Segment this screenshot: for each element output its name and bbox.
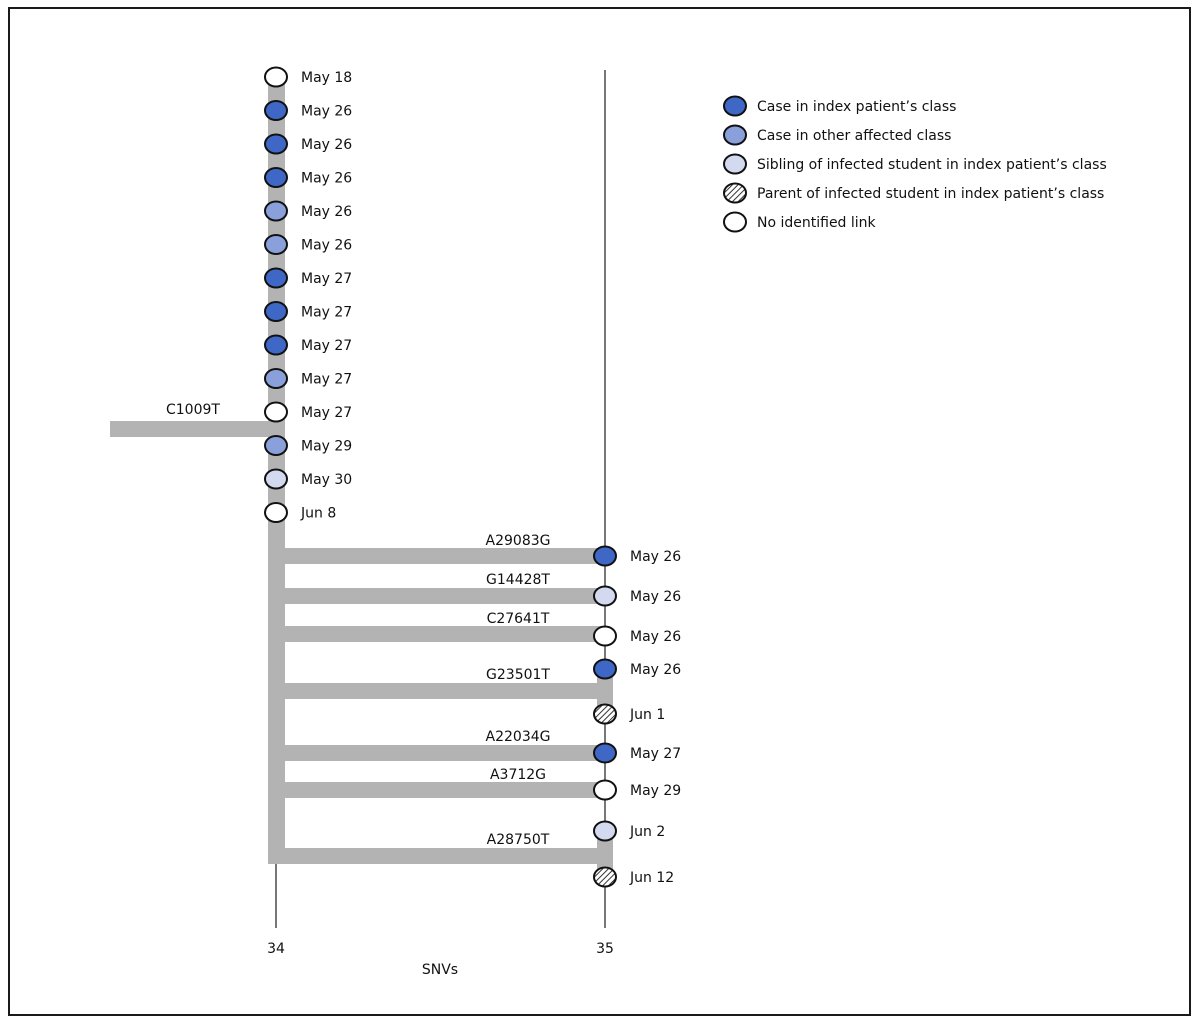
legend: Case in index patient’s class Case in oth… (723, 95, 1107, 233)
x-tick-35: 35 (596, 941, 614, 957)
legend-swatch-sibling (723, 153, 747, 175)
sample-date-label: May 26 (630, 589, 681, 605)
branch-bar-A29083G (276, 548, 606, 564)
sample-node-no-link (264, 401, 288, 423)
sample-date-label: May 29 (301, 439, 352, 455)
branch-bar-G14428T (276, 588, 606, 604)
sample-node-no-link (593, 625, 617, 647)
branch-junction (597, 669, 613, 714)
sample-date-label: May 30 (301, 472, 352, 488)
legend-swatch-other-class (723, 124, 747, 146)
branch-bar-A3712G (276, 782, 606, 798)
trunk-extension (268, 548, 285, 864)
sample-node-sibling (593, 820, 617, 842)
root-branch-bar (110, 421, 285, 437)
sample-node-sibling (264, 468, 288, 490)
sample-node-other-class (264, 435, 288, 456)
sample-node-parent (593, 703, 617, 725)
sample-date-label: May 27 (301, 271, 352, 287)
sample-date-label: May 26 (630, 629, 681, 645)
sample-node-index-class (264, 167, 288, 188)
mutation-label: A29083G (486, 533, 551, 549)
branch-bar-C27641T (276, 626, 606, 642)
sample-date-label: May 27 (301, 338, 352, 354)
branch-bar-A22034G (276, 745, 606, 761)
legend-label: No identified link (757, 215, 877, 231)
sample-date-label: May 26 (630, 662, 681, 678)
sample-date-label: May 26 (301, 238, 352, 254)
sample-node-sibling (593, 585, 617, 607)
sample-node-parent (593, 866, 617, 888)
x-tick-34: 34 (267, 941, 285, 957)
sample-date-label: May 26 (301, 204, 352, 220)
sample-date-label: May 26 (630, 549, 681, 565)
sample-date-label: May 29 (630, 783, 681, 799)
sample-node-index-class (264, 301, 288, 322)
sample-node-index-class (593, 545, 617, 567)
mutation-label: A22034G (486, 729, 551, 745)
mutation-label: A3712G (490, 767, 546, 783)
branches-35 (268, 548, 613, 877)
sample-node-index-class (593, 658, 617, 680)
legend-swatch-parent (723, 182, 747, 204)
cluster-35-nodes: May 26 May 26 May 26 May 26 Jun 1 May 27 May 2… (593, 545, 681, 888)
x-axis-label: SNVs (422, 962, 458, 978)
sample-node-other-class (264, 234, 288, 255)
legend-label: Parent of infected student in index pati… (757, 186, 1104, 202)
sample-date-label: Jun 8 (300, 506, 336, 522)
legend-label: Sibling of infected student in index pat… (757, 157, 1107, 173)
legend-swatch-no-link (723, 211, 747, 233)
mutation-labels: A29083G G14428T C27641T G23501T A22034G A3712… (486, 533, 551, 848)
sample-date-label: Jun 2 (629, 824, 665, 840)
sample-node-index-class (264, 334, 288, 356)
sample-node-index-class (264, 133, 288, 155)
sample-date-label: Jun 1 (629, 707, 665, 723)
sample-node-no-link (593, 779, 617, 801)
mutation-label: G23501T (486, 667, 550, 683)
cluster-34-nodes: May 18 May 26 May 26 May 26 May 26 May 26 May … (264, 66, 352, 523)
mutation-label: A28750T (487, 832, 550, 848)
sample-date-label: May 27 (301, 372, 352, 388)
branch-bar-A28750T (276, 848, 606, 864)
legend-label: Case in other affected class (757, 128, 951, 144)
sample-node-other-class (264, 368, 288, 389)
sample-node-index-class (264, 267, 288, 289)
sample-date-label: Jun 12 (629, 870, 674, 886)
sample-node-other-class (264, 200, 288, 222)
sample-node-no-link (264, 502, 288, 523)
sample-date-label: May 27 (630, 746, 681, 762)
legend-swatch-index-class (723, 95, 747, 117)
sample-node-no-link (264, 66, 288, 88)
mutation-label: C27641T (487, 611, 550, 627)
legend-label: Case in index patient’s class (757, 99, 956, 115)
mutation-label: G14428T (486, 572, 550, 588)
sample-node-index-class (264, 100, 288, 121)
sample-date-label: May 26 (301, 137, 352, 153)
sample-date-label: May 26 (301, 171, 352, 187)
sample-date-label: May 27 (301, 405, 352, 421)
sample-date-label: May 26 (301, 104, 352, 120)
sample-date-label: May 27 (301, 305, 352, 321)
branch-junction (597, 831, 613, 877)
sample-date-label: May 18 (301, 70, 352, 86)
sample-node-index-class (593, 742, 617, 764)
branch-bar-G23501T (276, 683, 606, 699)
root-mutation-label: C1009T (166, 402, 220, 418)
